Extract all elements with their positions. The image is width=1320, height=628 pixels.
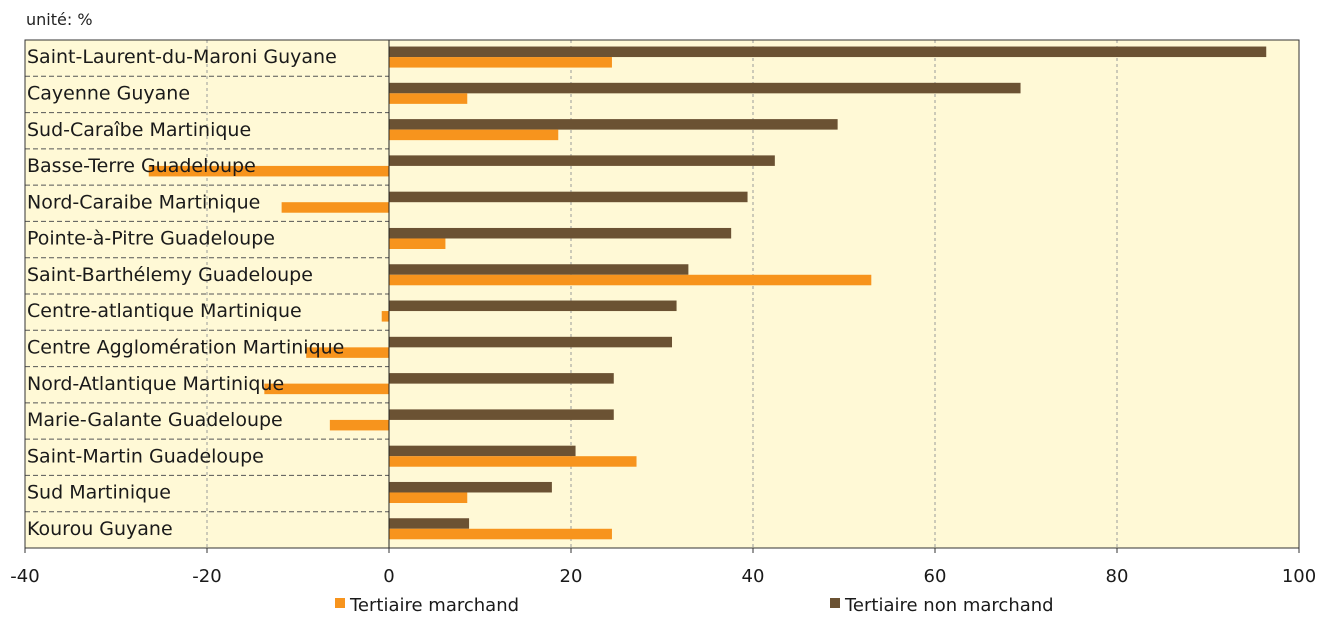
bar-tertiaire-marchand-pointe-a-pitre-guadeloupe <box>389 238 446 250</box>
plot-area <box>25 40 1299 548</box>
x-tick-label: 80 <box>1106 566 1129 587</box>
x-tick-label: 60 <box>924 566 947 587</box>
legend-label-tertiaire-marchand: Tertiaire marchand <box>349 595 519 616</box>
bar-tertiaire-marchand-cayenne-guyane <box>389 93 468 104</box>
x-tick-label: -40 <box>10 566 39 587</box>
bar-tertiaire-marchand-saint-laurent-du-maroni-guyane <box>389 57 612 68</box>
bar-tertiaire-non-marchand-nord-atlantique-martinique <box>389 373 614 384</box>
plot-frame <box>24 39 1300 549</box>
x-tick-label: 20 <box>560 566 583 587</box>
category-label-cayenne-guyane: Cayenne Guyane <box>27 83 190 105</box>
bar-tertiaire-marchand-sud-martinique <box>389 492 468 504</box>
bar-tertiaire-non-marchand-marie-galante-guadeloupe <box>389 409 614 420</box>
bar-tertiaire-non-marchand-centre-atlantique-martinique <box>389 300 677 312</box>
bar-tertiaire-non-marchand-sud-martinique <box>389 481 552 493</box>
bar-tertiaire-non-marchand-saint-barthelemy-guadeloupe <box>389 264 689 275</box>
category-label-marie-galante-guadeloupe: Marie-Galante Guadeloupe <box>27 409 283 431</box>
legend-swatch-tertiaire-non-marchand <box>830 598 840 608</box>
bar-tertiaire-non-marchand-nord-caraibe-martinique <box>389 191 748 203</box>
bar-tertiaire-non-marchand-saint-laurent-du-maroni-guyane <box>389 46 1267 58</box>
category-label-saint-barthelemy-guadeloupe: Saint-Barthélemy Guadeloupe <box>27 264 313 286</box>
bar-tertiaire-marchand-marie-galante-guadeloupe <box>329 419 389 431</box>
category-label-nord-caraibe-martinique: Nord-Caraibe Martinique <box>27 191 260 213</box>
bar-tertiaire-marchand-centre-atlantique-martinique <box>381 311 389 322</box>
bar-tertiaire-marchand-saint-barthelemy-guadeloupe <box>389 274 872 286</box>
bar-tertiaire-marchand-basse-terre-guadeloupe <box>148 165 389 177</box>
category-label-nord-atlantique-martinique: Nord-Atlantique Martinique <box>27 373 284 395</box>
category-label-saint-martin-guadeloupe: Saint-Martin Guadeloupe <box>27 445 264 467</box>
category-label-centre-agglomeration-martinique: Centre Agglomération Martinique <box>27 337 344 359</box>
category-label-basse-terre-guadeloupe: Basse-Terre Guadeloupe <box>27 155 256 177</box>
bar-tertiaire-marchand-nord-atlantique-martinique <box>264 383 389 395</box>
x-tick-label: 0 <box>383 566 394 587</box>
category-label-pointe-a-pitre-guadeloupe: Pointe-à-Pitre Guadeloupe <box>27 228 275 250</box>
x-tick-label: -20 <box>192 566 221 587</box>
category-label-saint-laurent-du-maroni-guyane: Saint-Laurent-du-Maroni Guyane <box>27 46 337 68</box>
bar-tertiaire-non-marchand-sud-caraibe-martinique <box>389 119 838 130</box>
category-label-centre-atlantique-martinique: Centre-atlantique Martinique <box>27 300 302 322</box>
bar-tertiaire-marchand-saint-martin-guadeloupe <box>389 456 637 467</box>
bar-tertiaire-marchand-kourou-guyane <box>389 528 612 540</box>
legend-label-tertiaire-non-marchand: Tertiaire non marchand <box>844 595 1054 616</box>
bar-tertiaire-marchand-sud-caraibe-martinique <box>389 129 559 141</box>
bar-tertiaire-marchand-centre-agglomeration-martinique <box>306 347 389 358</box>
category-label-kourou-guyane: Kourou Guyane <box>27 518 173 540</box>
bar-tertiaire-marchand-nord-caraibe-martinique <box>281 202 389 213</box>
unit-label: unité: % <box>26 10 93 29</box>
x-tick-label: 40 <box>742 566 765 587</box>
legend-swatch-tertiaire-marchand <box>335 598 345 608</box>
bar-tertiaire-non-marchand-cayenne-guyane <box>389 82 1021 94</box>
x-tick-label: 100 <box>1282 566 1316 587</box>
bar-tertiaire-non-marchand-centre-agglomeration-martinique <box>389 336 673 348</box>
bar-tertiaire-non-marchand-saint-martin-guadeloupe <box>389 445 576 457</box>
bar-tertiaire-non-marchand-pointe-a-pitre-guadeloupe <box>389 227 732 239</box>
bar-tertiaire-non-marchand-kourou-guyane <box>389 518 470 529</box>
category-label-sud-caraibe-martinique: Sud-Caraîbe Martinique <box>27 119 251 141</box>
bar-tertiaire-non-marchand-basse-terre-guadeloupe <box>389 155 775 166</box>
category-label-sud-martinique: Sud Martinique <box>27 482 171 504</box>
